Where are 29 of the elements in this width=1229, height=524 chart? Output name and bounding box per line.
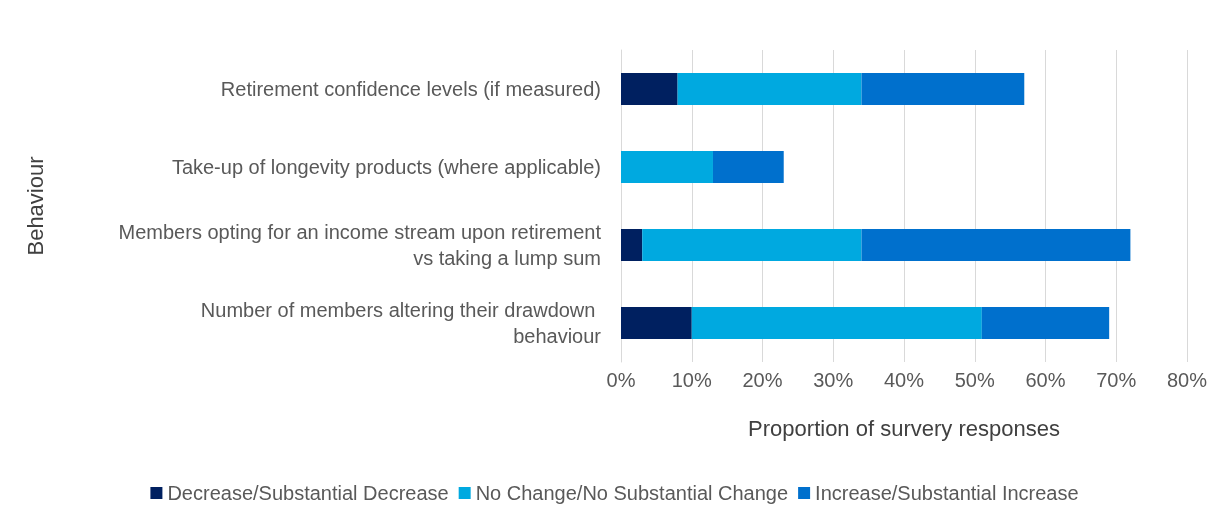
y-tick-label: Members opting for an income stream upon retirement vs taking a lump sum <box>118 221 602 269</box>
bar <box>621 229 643 261</box>
bar <box>691 307 982 339</box>
bar <box>861 229 1131 261</box>
x-axis-title: Proportion of survery responses <box>748 415 1060 441</box>
x-tick-label: 10% <box>671 369 712 391</box>
x-tick-label: 0% <box>606 369 636 391</box>
x-tick-label: 40% <box>883 369 925 391</box>
x-tick-label: 20% <box>742 369 783 391</box>
bar <box>642 229 862 261</box>
bar <box>861 73 1025 105</box>
y-axis-title: Behaviour <box>22 156 48 256</box>
bar <box>712 151 784 183</box>
bar <box>621 151 713 183</box>
bar <box>621 73 678 105</box>
x-tick-label: 80% <box>1166 369 1208 391</box>
x-tick-label: 30% <box>813 369 854 391</box>
x-tick-label: 70% <box>1096 369 1137 391</box>
bar <box>621 307 692 339</box>
legend-label: Decrease/Substantial Decrease <box>167 482 449 504</box>
legend-label: No Change/No Substantial Change <box>475 482 789 504</box>
x-tick-label: 60% <box>1025 369 1066 391</box>
bar <box>677 73 862 105</box>
bar <box>981 307 1110 339</box>
y-tick-label: Take-up of longevity products (where applicable) <box>171 156 601 178</box>
y-tick-label: Retirement confidence levels (if measured) <box>220 78 601 100</box>
y-tick-label: Number of members altering their drawdown behaviour <box>200 299 602 347</box>
legend-label: Increase/Substantial Increase <box>815 482 1079 504</box>
x-tick-label: 50% <box>954 369 995 391</box>
